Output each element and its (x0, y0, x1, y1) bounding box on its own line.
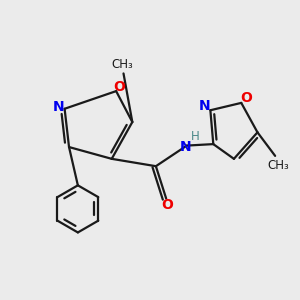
Text: CH₃: CH₃ (267, 159, 289, 172)
Text: O: O (240, 92, 252, 106)
Text: O: O (113, 80, 125, 94)
Text: H: H (191, 130, 200, 143)
Text: O: O (162, 198, 174, 212)
Text: N: N (179, 140, 191, 154)
Text: CH₃: CH₃ (111, 58, 133, 71)
Text: N: N (53, 100, 64, 114)
Text: N: N (199, 99, 210, 113)
